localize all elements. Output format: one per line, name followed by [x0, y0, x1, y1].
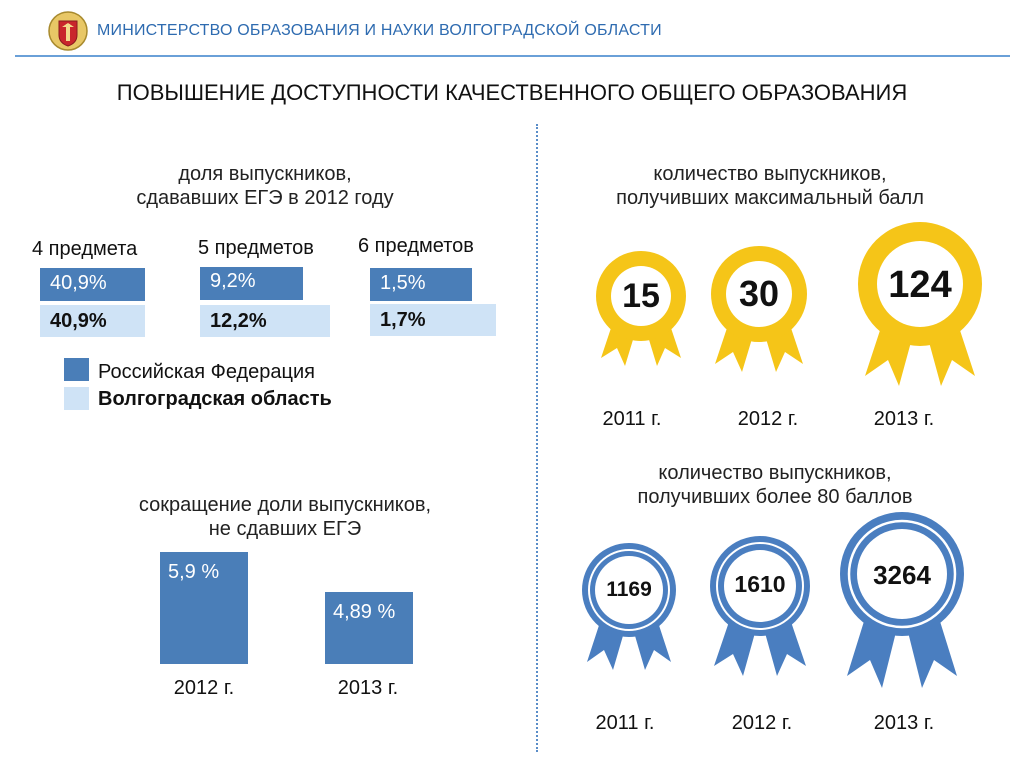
medal-gold-icon: 30: [707, 244, 811, 384]
max-score-title-line2: получивших максимальный балл: [616, 187, 924, 209]
group-label-6: 6 предметов: [358, 235, 474, 257]
reduction-title-line2: не сдавших ЕГЭ: [208, 518, 362, 540]
bar-vo-4: 40,9%: [40, 305, 145, 337]
column-divider: [536, 124, 538, 752]
bar-vo-6: 1,7%: [370, 304, 496, 336]
medal-gold-icon: 124: [855, 220, 985, 398]
max-score-title-line1: количество выпускников,: [653, 163, 887, 185]
medal-blue-icon: 3264: [838, 510, 966, 698]
medal-max-2013-value: 124: [888, 264, 952, 306]
over80-year-2012: 2012 г.: [731, 712, 793, 734]
medal-80-2013-value: 3264: [873, 560, 931, 590]
share-title-line2: сдававших ЕГЭ в 2012 году: [136, 187, 394, 209]
reduction-bar-2012: 5,9 %: [160, 552, 248, 664]
medal-80-2011-value: 1169: [606, 578, 652, 601]
bar-rf-6: 1,5%: [370, 268, 472, 301]
max-score-year-2013: 2013 г.: [873, 408, 935, 430]
medal-80-2012-value: 1610: [734, 571, 786, 597]
reduction-year-2013: 2013 г.: [337, 677, 399, 699]
medal-gold-icon: 15: [593, 248, 689, 378]
max-score-year-2012: 2012 г.: [737, 408, 799, 430]
medal-max-2012-value: 30: [738, 273, 780, 314]
over80-year-2013: 2013 г.: [873, 712, 935, 734]
share-section-title: доля выпускников, сдававших ЕГЭ в 2012 г…: [60, 162, 470, 210]
share-title-line1: доля выпускников,: [178, 163, 352, 185]
over80-title-line1: количество выпускников,: [658, 462, 892, 484]
bar-vo-5: 12,2%: [200, 305, 330, 337]
bar-rf-5: 9,2%: [200, 267, 303, 300]
over80-title-line2: получивших более 80 баллов: [637, 486, 913, 508]
bar-rf-4: 40,9%: [40, 268, 145, 301]
legend-swatch-rf: [64, 358, 89, 381]
reduction-section-title: сокращение доли выпускников, не сдавших …: [80, 493, 490, 541]
header-divider: [15, 55, 1010, 57]
reduction-bar-2013: 4,89 %: [325, 592, 413, 664]
over80-section-title: количество выпускников, получивших более…: [565, 461, 985, 509]
page-title: ПОВЫШЕНИЕ ДОСТУПНОСТИ КАЧЕСТВЕННОГО ОБЩЕ…: [116, 80, 908, 105]
medal-max-2011-value: 15: [622, 277, 660, 315]
group-label-5: 5 предметов: [198, 237, 314, 259]
reduction-title-line1: сокращение доли выпускников,: [138, 494, 432, 516]
ministry-title: МИНИСТЕРСТВО ОБРАЗОВАНИЯ И НАУКИ ВОЛГОГР…: [97, 22, 662, 39]
legend-swatch-vo: [64, 387, 89, 410]
medal-blue-icon: 1610: [706, 534, 814, 684]
max-score-year-2011: 2011 г.: [602, 408, 662, 430]
over80-year-2011: 2011 г.: [595, 712, 655, 734]
reduction-year-2012: 2012 г.: [173, 677, 235, 699]
coat-of-arms-icon: [48, 11, 88, 51]
max-score-section-title: количество выпускников, получивших макси…: [560, 162, 980, 210]
group-label-4: 4 предмета: [32, 238, 138, 260]
legend-label-vo: Волгоградская область: [98, 388, 332, 410]
legend-label-rf: Российская Федерация: [98, 361, 316, 383]
medal-blue-icon: 1169: [579, 540, 679, 678]
